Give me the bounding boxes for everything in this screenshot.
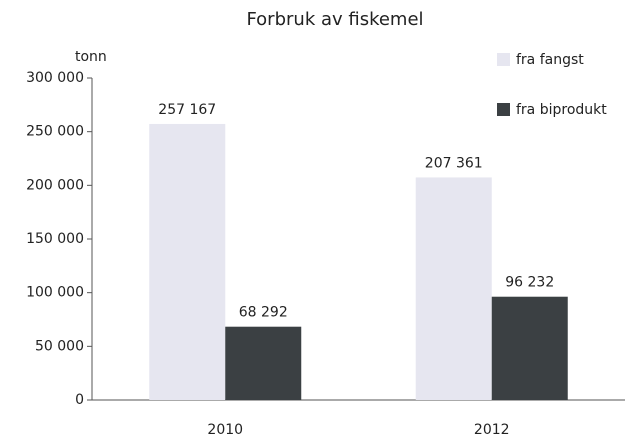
- y-tick-label: 300 000: [26, 70, 84, 86]
- y-tick-label: 250 000: [26, 124, 84, 140]
- value-label: 207 361: [425, 155, 483, 171]
- value-label: 68 292: [239, 305, 288, 321]
- bar: [491, 296, 568, 400]
- y-tick-label: 50 000: [35, 338, 84, 354]
- legend-label: fra biprodukt: [516, 102, 607, 118]
- y-axis-label: tonn: [75, 49, 107, 65]
- x-tick-label: 2012: [474, 422, 510, 438]
- bar: [225, 326, 302, 400]
- legend-label: fra fangst: [516, 52, 584, 68]
- legend-swatch: [497, 103, 510, 116]
- x-tick-label: 2010: [207, 422, 243, 438]
- value-label: 257 167: [158, 102, 216, 118]
- y-tick-label: 150 000: [26, 231, 84, 247]
- legend-swatch: [497, 53, 510, 66]
- y-tick-label: 200 000: [26, 177, 84, 193]
- y-tick-label: 0: [75, 392, 84, 408]
- y-tick-label: 100 000: [26, 285, 84, 301]
- chart-title: Forbruk av fiskemel: [246, 9, 423, 30]
- bar: [149, 123, 226, 400]
- value-label: 96 232: [505, 275, 554, 291]
- bar: [415, 177, 492, 400]
